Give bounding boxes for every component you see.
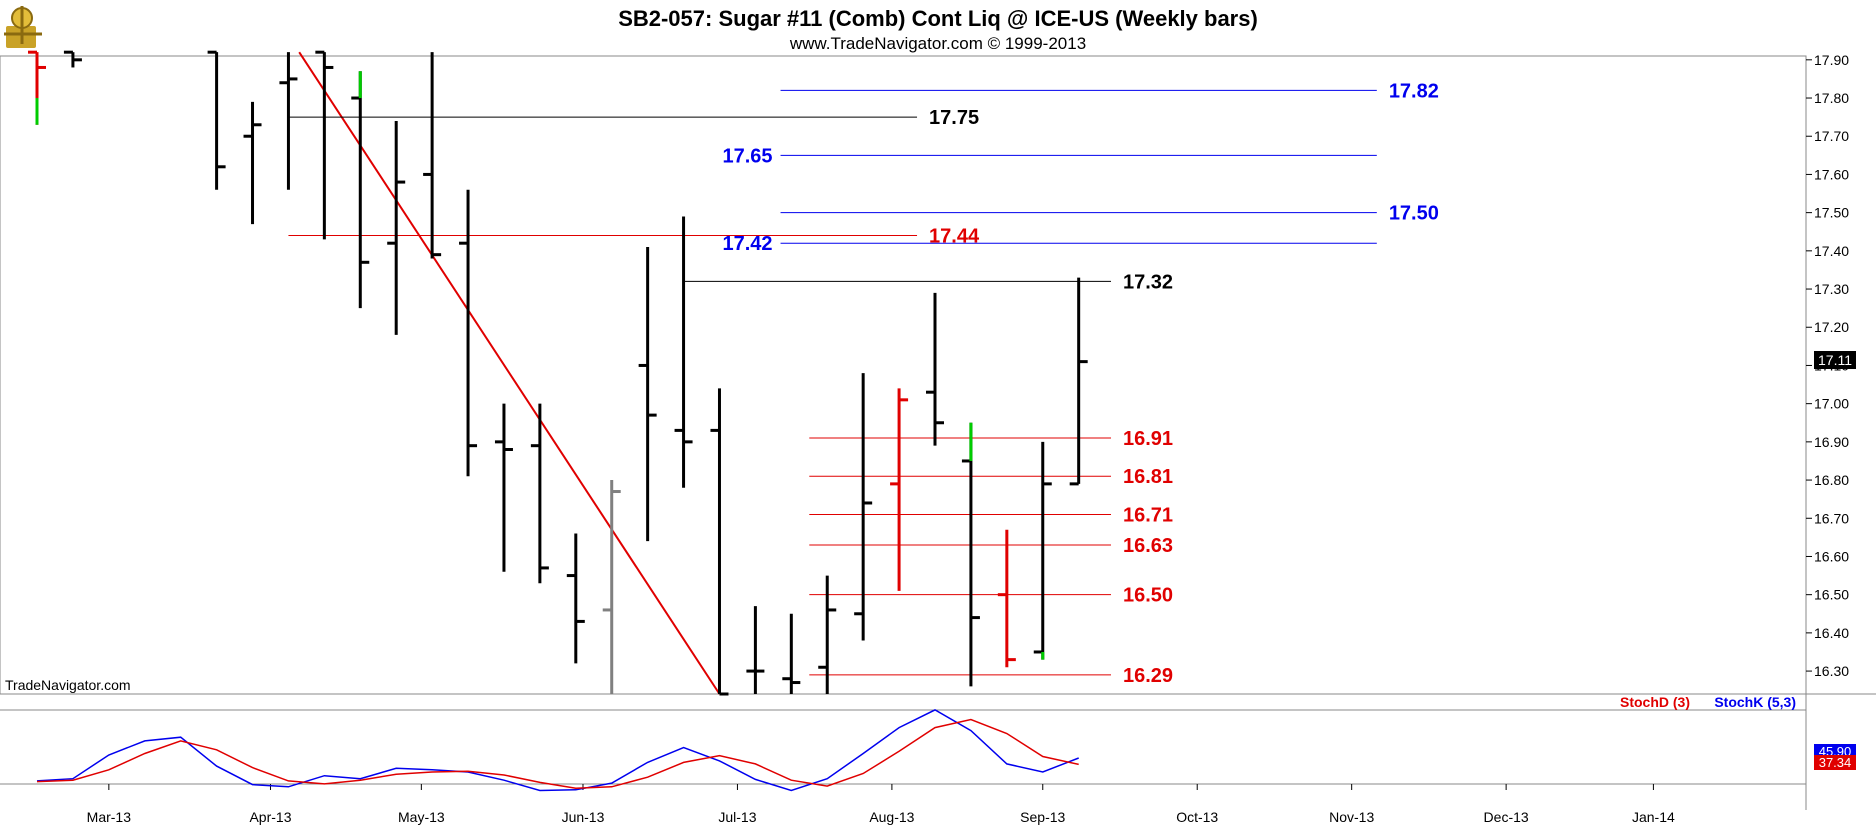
y-tick-label: 17.30 <box>1814 281 1849 297</box>
stochk-line <box>36 709 1079 792</box>
ohlc-bar <box>207 50 226 190</box>
y-axis-ticks: 16.30 16.40 16.50 16.60 16.70 16.80 16.90 17.00… <box>1806 52 1849 679</box>
ohlc-bar <box>674 216 693 488</box>
ohlc-bar <box>926 292 944 446</box>
x-tick-label: Mar-13 <box>87 809 132 825</box>
level-label: 16.63 <box>1123 535 1173 557</box>
y-tick-label: 17.80 <box>1814 90 1849 106</box>
downtrend-line <box>298 51 721 695</box>
ohlc-bar <box>243 101 262 225</box>
last-price-badge: 17.11 <box>1814 351 1856 369</box>
ohlc-bar <box>710 388 729 696</box>
y-tick-label: 16.50 <box>1814 587 1849 603</box>
ohlc-bar <box>818 575 837 694</box>
x-tick-label: Jan-14 <box>1632 809 1675 825</box>
y-tick-label: 16.80 <box>1814 472 1849 488</box>
level-label: 17.75 <box>929 107 979 129</box>
ohlc-bar <box>997 529 1016 668</box>
y-tick-label: 16.90 <box>1814 434 1849 450</box>
x-tick-label: Sep-13 <box>1020 809 1065 825</box>
level-label: 17.44 <box>929 226 980 248</box>
y-tick-label: 17.50 <box>1814 205 1849 221</box>
level-label: 17.50 <box>1389 203 1439 225</box>
level-label: 16.71 <box>1123 504 1173 526</box>
level-label: 16.50 <box>1123 585 1173 607</box>
x-tick-label: Jul-13 <box>718 809 756 825</box>
ohlc-bar <box>279 52 298 190</box>
y-tick-label: 16.60 <box>1814 548 1849 564</box>
x-tick-label: Aug-13 <box>869 809 914 825</box>
y-tick-label: 16.30 <box>1814 663 1849 679</box>
x-tick-label: Jun-13 <box>562 809 605 825</box>
ohlc-bar <box>494 403 513 572</box>
y-tick-label: 17.90 <box>1814 52 1849 68</box>
stochd-value: 37.34 <box>1819 755 1852 770</box>
chart-title: SB2-057: Sugar #11 (Comb) Cont Liq @ ICE… <box>618 6 1258 31</box>
last-price-label: 17.11 <box>1818 352 1852 368</box>
ohlc-bar <box>566 533 585 664</box>
ohlc-bar <box>854 373 873 641</box>
y-tick-label: 17.70 <box>1814 128 1849 144</box>
ohlc-bar <box>387 120 406 335</box>
ohlc-bar <box>459 189 478 477</box>
ohlc-bar <box>602 480 621 694</box>
y-tick-label: 17.60 <box>1814 166 1849 182</box>
ohlc-bar <box>423 52 442 259</box>
y-tick-label: 16.40 <box>1814 625 1849 641</box>
x-tick-label: May-13 <box>398 809 445 825</box>
x-axis-ticks: Mar-13 Apr-13 May-13 Jun-13 Jul-13 Aug-13 Sep-… <box>87 784 1675 825</box>
level-label: 16.81 <box>1123 466 1173 488</box>
oscillator-legend: StochD (3) StochK (5,3) <box>1620 694 1796 710</box>
level-label: 16.91 <box>1123 428 1173 450</box>
level-label: 17.65 <box>722 145 772 167</box>
ohlc-bar <box>63 50 82 68</box>
y-tick-label: 17.20 <box>1814 319 1849 335</box>
x-tick-label: Oct-13 <box>1176 809 1218 825</box>
tradenavigator-logo-icon <box>4 6 42 48</box>
stochd-line <box>36 718 1079 790</box>
x-tick-label: Dec-13 <box>1484 809 1529 825</box>
watermark: TradeNavigator.com <box>5 677 131 693</box>
legend-stochk: StochK (5,3) <box>1714 694 1796 710</box>
ohlc-bar <box>315 50 334 240</box>
levels-group: 17.82 17.75 17.65 17.50 17.44 17.42 17.32 16.91… <box>288 80 1439 687</box>
level-label: 17.42 <box>722 233 772 255</box>
x-tick-label: Apr-13 <box>249 809 291 825</box>
ohlc-bars <box>28 50 1088 696</box>
legend-stochd: StochD (3) <box>1620 694 1690 710</box>
ohlc-bar <box>890 388 909 591</box>
level-label: 16.29 <box>1123 665 1173 687</box>
y-tick-label: 16.70 <box>1814 510 1849 526</box>
x-tick-label: Nov-13 <box>1329 809 1374 825</box>
level-label: 17.32 <box>1123 271 1173 293</box>
ohlc-bar <box>1069 277 1088 486</box>
ohlc-bar <box>746 606 765 694</box>
ohlc-bar <box>782 613 801 694</box>
ohlc-bar <box>638 247 657 542</box>
y-tick-label: 17.00 <box>1814 396 1849 412</box>
stochd-badge <box>1814 755 1856 770</box>
chart-subtitle: www.TradeNavigator.com © 1999-2013 <box>789 34 1086 53</box>
price-panel <box>0 55 1807 695</box>
level-label: 17.82 <box>1389 80 1439 102</box>
trendline-group <box>298 51 721 695</box>
ohlc-bar <box>530 403 549 584</box>
y-tick-label: 17.40 <box>1814 243 1849 259</box>
